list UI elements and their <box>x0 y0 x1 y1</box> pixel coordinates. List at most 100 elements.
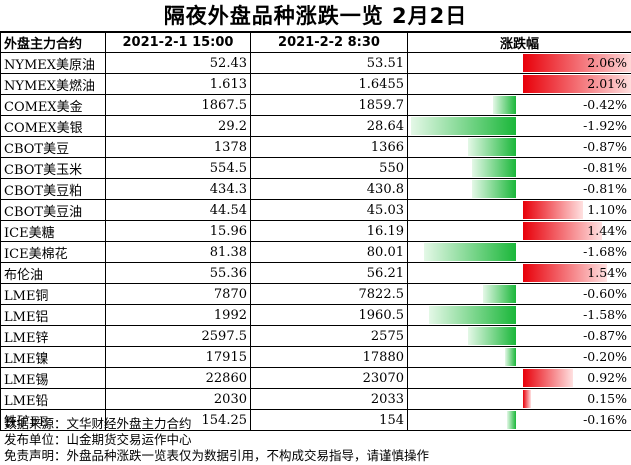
change-bar-up <box>523 201 583 219</box>
change-percent-label: 1.10% <box>587 202 627 217</box>
curr-price: 45.03 <box>250 199 408 221</box>
change-percent-label: 2.01% <box>587 76 627 91</box>
change-percent-label: -0.87% <box>583 139 627 154</box>
curr-price: 2033 <box>250 388 408 410</box>
prev-price: 1867.5 <box>105 94 251 116</box>
table-row: ICE美棉花 81.38 80.01 -1.68% <box>0 241 631 263</box>
change-percent-label: -0.42% <box>583 97 627 112</box>
table-row: COMEX美金 1867.5 1859.7 -0.42% <box>0 94 631 116</box>
change-percent-label: -0.87% <box>583 328 627 343</box>
change-bar-down <box>429 306 516 324</box>
contract-name: COMEX美银 <box>0 115 106 137</box>
change-percent-label: 0.15% <box>587 391 627 406</box>
prev-price: 81.38 <box>105 241 251 263</box>
change-bar-down <box>468 138 516 156</box>
contract-name: CBOT美玉米 <box>0 157 106 179</box>
data-table: 外盘主力合约 2021-2-1 15:00 2021-2-2 8:30 涨跌幅 … <box>0 32 631 431</box>
change-cell: 0.92% <box>407 367 631 389</box>
prev-price: 55.36 <box>105 262 251 284</box>
change-cell: 2.06% <box>407 52 631 74</box>
table-row: NYMEX美原油 52.43 53.51 2.06% <box>0 52 631 74</box>
change-cell: 1.44% <box>407 220 631 242</box>
change-bar-up <box>523 390 531 408</box>
table-row: CBOT美豆 1378 1366 -0.87% <box>0 136 631 158</box>
table-row: NYMEX美燃油 1.613 1.6455 2.01% <box>0 73 631 95</box>
footer-disclaimer: 免责声明：外盘品种涨跌一览表仅为数据引用，不构成交易指导，请谨慎操作 <box>4 448 430 463</box>
change-bar-down <box>411 117 516 135</box>
change-bar-up <box>523 369 573 387</box>
change-percent-label: -1.58% <box>583 307 627 322</box>
change-cell: -0.87% <box>407 136 631 158</box>
curr-price: 80.01 <box>250 241 408 263</box>
change-cell: -1.92% <box>407 115 631 137</box>
change-cell: 1.54% <box>407 262 631 284</box>
contract-name: CBOT美豆油 <box>0 199 106 221</box>
table-row: LME铅 2030 2033 0.15% <box>0 388 631 410</box>
change-cell: 1.10% <box>407 199 631 221</box>
footer-notes: 数据来源：文华财经外盘主力合约 发布单位：山金期货交易运作中心 免责声明：外盘品… <box>4 416 624 464</box>
curr-price: 2575 <box>250 325 408 347</box>
change-bar-up <box>523 75 631 93</box>
change-percent-label: 0.92% <box>587 370 627 385</box>
page-title: 隔夜外盘品种涨跌一览 2月2日 <box>0 0 631 32</box>
change-bar-up <box>523 222 602 240</box>
change-cell: 0.15% <box>407 388 631 410</box>
prev-price: 44.54 <box>105 199 251 221</box>
contract-name: LME锡 <box>0 367 106 389</box>
curr-price: 1859.7 <box>250 94 408 116</box>
change-bar-down <box>424 243 516 261</box>
change-cell: -0.42% <box>407 94 631 116</box>
curr-price: 23070 <box>250 367 408 389</box>
prev-price: 2597.5 <box>105 325 251 347</box>
change-bar-up <box>523 54 631 72</box>
change-bar-down <box>472 180 516 198</box>
contract-name: LME锌 <box>0 325 106 347</box>
contract-name: NYMEX美原油 <box>0 52 106 74</box>
curr-price: 56.21 <box>250 262 408 284</box>
change-bar-down <box>493 96 516 114</box>
table-row: LME铝 1992 1960.5 -1.58% <box>0 304 631 326</box>
header-contract: 外盘主力合约 <box>0 32 106 53</box>
change-percent-label: -1.92% <box>583 118 627 133</box>
contract-name: LME铝 <box>0 304 106 326</box>
prev-price: 554.5 <box>105 157 251 179</box>
contract-name: LME铜 <box>0 283 106 305</box>
contract-name: ICE美糖 <box>0 220 106 242</box>
contract-name: CBOT美豆粕 <box>0 178 106 200</box>
prev-price: 7870 <box>105 283 251 305</box>
change-percent-label: 1.54% <box>587 265 627 280</box>
contract-name: CBOT美豆 <box>0 136 106 158</box>
change-cell: -0.16% <box>407 409 631 431</box>
change-percent-label: -0.81% <box>583 160 627 175</box>
change-cell: -1.68% <box>407 241 631 263</box>
table-row: LME锡 22860 23070 0.92% <box>0 367 631 389</box>
contract-name: NYMEX美燃油 <box>0 73 106 95</box>
change-bar-down <box>505 348 516 366</box>
change-bar-down <box>468 327 516 345</box>
contract-name: 铁矿FE <box>0 409 106 431</box>
change-cell: -0.60% <box>407 283 631 305</box>
curr-price: 1.6455 <box>250 73 408 95</box>
prev-price: 17915 <box>105 346 251 368</box>
table-row: 铁矿FE 154.25 154 -0.16% <box>0 409 631 431</box>
table-row: ICE美糖 15.96 16.19 1.44% <box>0 220 631 242</box>
curr-price: 17880 <box>250 346 408 368</box>
change-percent-label: -0.20% <box>583 349 627 364</box>
curr-price: 28.64 <box>250 115 408 137</box>
curr-price: 430.8 <box>250 178 408 200</box>
footer-publisher: 发布单位：山金期货交易运作中心 <box>4 432 192 447</box>
change-bar-down <box>472 159 516 177</box>
change-cell: -0.87% <box>407 325 631 347</box>
table-row: LME镍 17915 17880 -0.20% <box>0 346 631 368</box>
contract-name: LME铅 <box>0 388 106 410</box>
curr-price: 550 <box>250 157 408 179</box>
change-bar-up <box>523 264 607 282</box>
footer-source: 数据来源：文华财经外盘主力合约 <box>4 416 192 431</box>
curr-price: 1366 <box>250 136 408 158</box>
change-cell: -1.58% <box>407 304 631 326</box>
contract-name: COMEX美金 <box>0 94 106 116</box>
table-row: LME锌 2597.5 2575 -0.87% <box>0 325 631 347</box>
table-row: CBOT美玉米 554.5 550 -0.81% <box>0 157 631 179</box>
prev-price: 52.43 <box>105 52 251 74</box>
change-percent-label: -0.81% <box>583 181 627 196</box>
